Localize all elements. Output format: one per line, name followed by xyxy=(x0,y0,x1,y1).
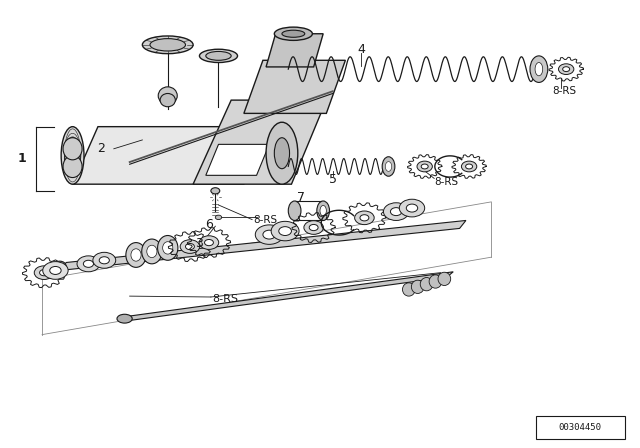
Circle shape xyxy=(309,224,318,231)
Text: 8-RS: 8-RS xyxy=(434,177,458,187)
FancyBboxPatch shape xyxy=(536,417,625,439)
Circle shape xyxy=(421,164,428,169)
Circle shape xyxy=(279,227,291,236)
Ellipse shape xyxy=(420,277,433,291)
Circle shape xyxy=(360,215,369,221)
Ellipse shape xyxy=(131,249,141,261)
Circle shape xyxy=(83,260,93,267)
Circle shape xyxy=(559,64,574,74)
Circle shape xyxy=(304,221,323,234)
Circle shape xyxy=(35,266,54,280)
Circle shape xyxy=(180,240,200,254)
Polygon shape xyxy=(193,100,326,184)
Circle shape xyxy=(355,211,374,224)
Circle shape xyxy=(43,262,68,279)
Text: 00304450: 00304450 xyxy=(559,423,602,432)
Text: 4: 4 xyxy=(357,43,365,56)
Text: 2: 2 xyxy=(97,142,105,155)
Ellipse shape xyxy=(200,49,237,63)
Ellipse shape xyxy=(535,63,543,76)
Ellipse shape xyxy=(142,36,193,54)
Text: 1: 1 xyxy=(17,152,26,165)
Ellipse shape xyxy=(63,155,82,177)
Circle shape xyxy=(50,267,61,275)
Ellipse shape xyxy=(215,215,221,220)
Ellipse shape xyxy=(438,272,451,285)
Circle shape xyxy=(417,161,433,172)
Polygon shape xyxy=(60,220,466,271)
Ellipse shape xyxy=(320,206,326,216)
Circle shape xyxy=(205,240,213,246)
Circle shape xyxy=(406,204,418,212)
Ellipse shape xyxy=(317,201,330,220)
Text: 8-RS: 8-RS xyxy=(552,86,577,96)
Ellipse shape xyxy=(206,52,231,60)
Circle shape xyxy=(93,252,116,268)
Ellipse shape xyxy=(211,188,220,194)
Circle shape xyxy=(40,270,49,276)
Circle shape xyxy=(271,221,299,241)
Ellipse shape xyxy=(429,275,442,288)
Ellipse shape xyxy=(117,314,132,323)
Polygon shape xyxy=(266,34,323,67)
Polygon shape xyxy=(206,144,269,175)
Ellipse shape xyxy=(275,27,312,40)
Text: 8-RS: 8-RS xyxy=(212,294,238,304)
Circle shape xyxy=(186,243,195,250)
Ellipse shape xyxy=(141,239,162,264)
Circle shape xyxy=(199,236,219,250)
Ellipse shape xyxy=(61,127,84,184)
Ellipse shape xyxy=(530,56,548,82)
Polygon shape xyxy=(72,127,269,184)
Ellipse shape xyxy=(160,94,175,107)
Ellipse shape xyxy=(66,138,79,173)
Polygon shape xyxy=(124,272,453,321)
Circle shape xyxy=(255,225,284,244)
Circle shape xyxy=(466,164,472,169)
Ellipse shape xyxy=(150,39,186,51)
Ellipse shape xyxy=(147,245,157,258)
Ellipse shape xyxy=(385,162,392,171)
Text: 6: 6 xyxy=(205,218,213,231)
Text: 5: 5 xyxy=(329,173,337,186)
Text: 8-RS: 8-RS xyxy=(253,215,278,224)
Ellipse shape xyxy=(126,242,146,267)
Circle shape xyxy=(399,199,425,217)
Circle shape xyxy=(77,256,100,272)
Ellipse shape xyxy=(282,30,305,37)
Circle shape xyxy=(99,257,109,264)
Ellipse shape xyxy=(158,87,177,104)
Ellipse shape xyxy=(382,157,395,176)
Ellipse shape xyxy=(403,283,415,296)
Ellipse shape xyxy=(288,201,301,220)
Ellipse shape xyxy=(157,236,178,260)
Text: 7: 7 xyxy=(297,191,305,204)
Ellipse shape xyxy=(266,122,298,184)
Ellipse shape xyxy=(163,242,173,254)
Circle shape xyxy=(563,67,570,72)
Circle shape xyxy=(383,203,409,220)
Ellipse shape xyxy=(275,138,289,169)
Ellipse shape xyxy=(63,138,82,160)
Text: 3: 3 xyxy=(195,237,204,250)
Polygon shape xyxy=(244,60,346,113)
Circle shape xyxy=(461,161,477,172)
Circle shape xyxy=(263,230,276,239)
Ellipse shape xyxy=(54,261,66,272)
Circle shape xyxy=(390,207,402,215)
Ellipse shape xyxy=(412,280,424,293)
